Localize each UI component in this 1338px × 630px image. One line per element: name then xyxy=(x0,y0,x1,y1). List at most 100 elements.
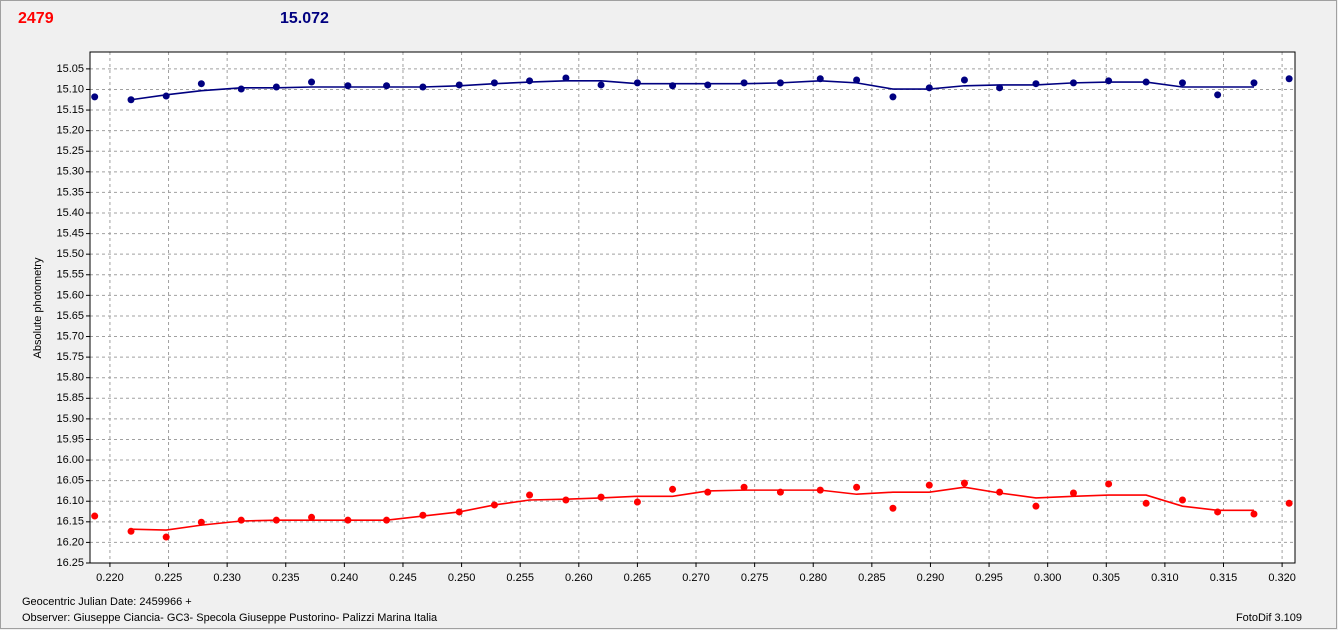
header-label: 15.072 xyxy=(280,10,329,27)
y-tick-label: 16.00 xyxy=(56,454,84,466)
y-tick-label: 15.35 xyxy=(56,186,84,198)
data-point xyxy=(704,81,712,89)
data-point xyxy=(925,84,933,92)
x-tick-label: 0.285 xyxy=(858,572,886,584)
fit-line xyxy=(130,80,1254,101)
data-point xyxy=(308,513,316,521)
y-tick-label: 15.90 xyxy=(56,413,84,425)
y-tick-label: 15.95 xyxy=(56,433,84,445)
y-tick-label: 15.65 xyxy=(56,310,84,322)
data-point xyxy=(490,79,498,87)
data-point xyxy=(383,82,391,90)
data-point xyxy=(1285,75,1293,83)
y-tick-label: 15.85 xyxy=(56,392,84,404)
y-tick-label: 15.75 xyxy=(56,351,84,363)
x-tick-label: 0.250 xyxy=(448,572,476,584)
x-tick-label: 0.220 xyxy=(96,572,124,584)
data-point xyxy=(1069,489,1077,497)
x-tick-label: 0.270 xyxy=(682,572,710,584)
data-point xyxy=(162,533,170,541)
data-point xyxy=(526,77,534,85)
data-point xyxy=(853,76,861,84)
x-tick-label: 0.260 xyxy=(565,572,593,584)
data-point xyxy=(996,84,1004,92)
y-tick-label: 15.50 xyxy=(56,248,84,260)
data-point xyxy=(1142,499,1150,507)
y-tick-label: 16.10 xyxy=(56,495,84,507)
fit-line xyxy=(131,486,1254,531)
data-point xyxy=(162,92,170,100)
y-tick-label: 15.30 xyxy=(56,166,84,178)
data-point xyxy=(308,78,316,86)
data-point xyxy=(197,80,205,88)
x-tick-label: 0.300 xyxy=(1034,572,1062,584)
data-point xyxy=(1032,502,1040,510)
x-tick-label: 0.255 xyxy=(506,572,534,584)
data-point xyxy=(562,496,570,504)
data-point xyxy=(1105,77,1113,85)
data-point xyxy=(704,488,712,496)
x-tick-label: 0.235 xyxy=(272,572,300,584)
x-tick-label: 0.280 xyxy=(799,572,827,584)
data-point xyxy=(562,74,570,82)
data-point xyxy=(889,504,897,512)
x-tick-label: 0.225 xyxy=(155,572,183,584)
y-tick-label: 15.25 xyxy=(56,145,84,157)
data-point xyxy=(597,493,605,501)
data-point xyxy=(1285,499,1293,507)
data-point xyxy=(455,81,463,89)
plot-border xyxy=(89,51,1296,564)
data-point xyxy=(1032,80,1040,88)
x-tick-label: 0.230 xyxy=(213,572,241,584)
data-point xyxy=(344,82,352,90)
y-tick-label: 15.20 xyxy=(56,125,84,137)
data-point xyxy=(925,481,933,489)
credit: FotoDif 3.109 xyxy=(1236,612,1302,624)
x-tick-label: 0.315 xyxy=(1210,572,1238,584)
footer-text: Observer: Giuseppe Ciancia- GC3- Specola… xyxy=(22,612,438,624)
data-point xyxy=(526,491,534,499)
data-point xyxy=(1250,510,1258,518)
y-tick-label: 15.70 xyxy=(56,330,84,342)
x-tick-label: 0.265 xyxy=(624,572,652,584)
data-point xyxy=(91,93,99,101)
x-tick-label: 0.310 xyxy=(1151,572,1179,584)
x-tick-label: 0.275 xyxy=(741,572,769,584)
footer-text: Geocentric Julian Date: 2459966 + xyxy=(22,596,192,608)
y-tick-label: 15.55 xyxy=(56,269,84,281)
data-point xyxy=(889,93,897,101)
data-point xyxy=(1214,91,1222,99)
y-tick-label: 15.15 xyxy=(56,104,84,116)
y-tick-label: 16.20 xyxy=(56,536,84,548)
y-tick-label: 15.80 xyxy=(56,372,84,384)
x-tick-label: 0.305 xyxy=(1093,572,1121,584)
data-point xyxy=(237,85,245,93)
data-point xyxy=(669,485,677,493)
x-tick-label: 0.290 xyxy=(917,572,945,584)
data-point xyxy=(1178,79,1186,87)
y-axis-label: Absolute photometry xyxy=(32,257,44,358)
data-point xyxy=(597,81,605,89)
y-tick-label: 15.05 xyxy=(56,63,84,75)
data-point xyxy=(91,512,99,520)
x-tick-label: 0.245 xyxy=(389,572,417,584)
data-point xyxy=(1105,480,1113,488)
data-point xyxy=(633,79,641,87)
data-point xyxy=(853,483,861,491)
data-point xyxy=(740,483,748,491)
y-tick-label: 16.25 xyxy=(56,557,84,569)
data-point xyxy=(960,76,968,84)
y-tick-label: 16.05 xyxy=(56,475,84,487)
header-label: 2479 xyxy=(18,10,54,27)
data-point xyxy=(272,83,280,91)
x-tick-label: 0.295 xyxy=(975,572,1003,584)
plot-area xyxy=(90,52,1295,563)
data-point xyxy=(740,79,748,87)
data-point xyxy=(633,498,641,506)
y-tick-label: 15.10 xyxy=(56,83,84,95)
y-tick-label: 15.60 xyxy=(56,289,84,301)
y-tick-label: 15.45 xyxy=(56,227,84,239)
x-tick-label: 0.240 xyxy=(331,572,359,584)
